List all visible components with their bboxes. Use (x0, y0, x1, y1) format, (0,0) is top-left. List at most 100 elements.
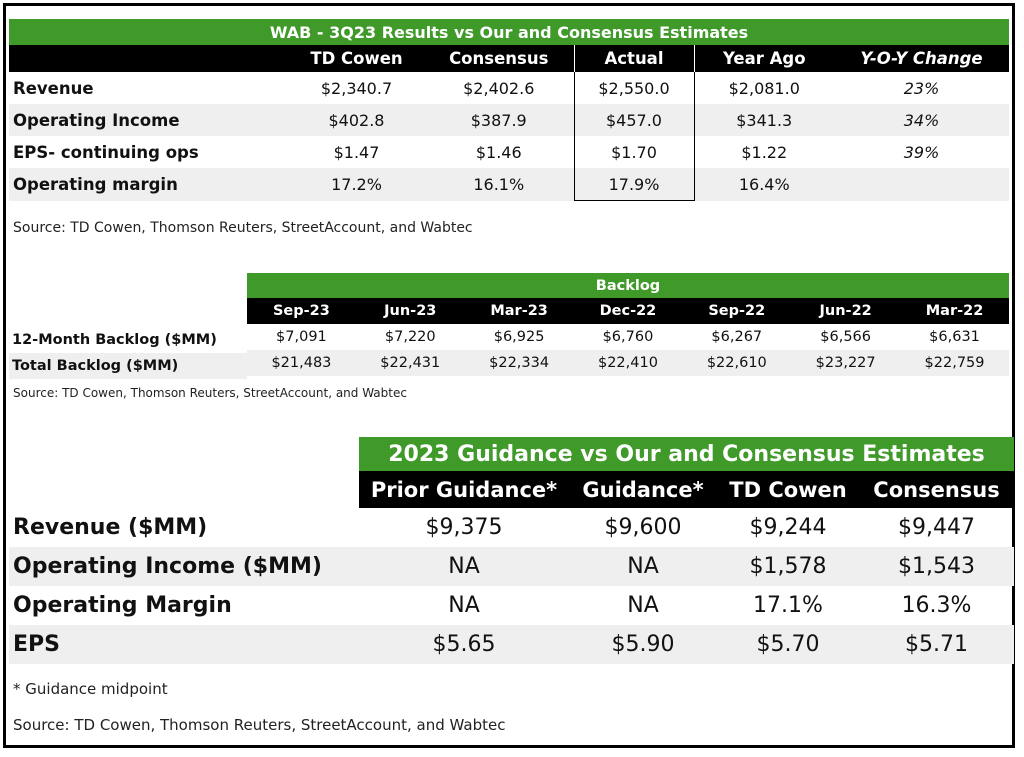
col-header: Jun-22 (819, 303, 872, 319)
backlog-source: Source: TD Cowen, Thomson Reuters, Stree… (13, 386, 407, 400)
table-cell: 17.9% (573, 168, 695, 201)
table-cell: $5.90 (611, 632, 675, 657)
backlog-table-title: Backlog (247, 273, 1009, 298)
results-table-title: WAB - 3Q23 Results vs Our and Consensus … (9, 19, 1010, 45)
col-header: Guidance* (569, 471, 717, 508)
table-row: $21,483 $22,431 $22,334 $22,410 $22,610 … (247, 350, 1009, 376)
row-label: Revenue (13, 78, 94, 98)
guidance-table-title: 2023 Guidance vs Our and Consensus Estim… (359, 437, 1015, 471)
table-cell: 17.2% (331, 174, 382, 194)
table-row: Operating Margin NA NA 17.1% 16.3% (9, 586, 1014, 625)
table-cell: $22,759 (924, 355, 985, 371)
results-source: Source: TD Cowen, Thomson Reuters, Stree… (13, 220, 473, 236)
table-cell: 34% (903, 110, 940, 130)
table-cell: $22,610 (706, 355, 767, 371)
table-cell: $22,410 (597, 355, 658, 371)
table-cell: $2,550.0 (573, 72, 695, 104)
guidance-table-header: Prior Guidance* Guidance* TD Cowen Conse… (9, 471, 1015, 508)
table-cell: $9,244 (749, 515, 827, 540)
col-header: Sep-23 (272, 303, 330, 319)
table-cell: $9,600 (604, 515, 682, 540)
col-header: Consensus (449, 49, 549, 68)
table-cell: 39% (903, 142, 940, 162)
table-cell: $341.3 (736, 110, 793, 130)
row-label: Operating Income ($MM) (13, 554, 322, 579)
col-header: Actual (573, 45, 695, 72)
col-header: Y-O-Y Change (860, 49, 983, 68)
table-cell: 16.4% (738, 174, 790, 194)
table-cell: $6,631 (929, 329, 980, 345)
table-cell: 16.1% (473, 174, 525, 194)
table-cell: $6,760 (602, 329, 654, 345)
table-cell: $7,220 (384, 329, 436, 345)
table-cell: $7,091 (276, 329, 327, 345)
table-cell: $5.71 (905, 632, 968, 657)
table-cell: $5.70 (756, 632, 820, 657)
guidance-footnote: * Guidance midpoint (13, 680, 168, 698)
results-table-header: TD Cowen Consensus Actual Year Ago Y-O-Y… (9, 45, 1010, 72)
col-header: Jun-23 (384, 303, 437, 319)
table-cell: $1.22 (741, 142, 788, 162)
table-cell: $457.0 (573, 104, 695, 136)
backlog-table: Backlog Sep-23 Jun-23 Mar-23 Dec-22 Sep-… (247, 273, 1009, 376)
table-cell: $1.70 (573, 136, 695, 168)
table-cell: $1.47 (333, 142, 380, 162)
row-label: Total Backlog ($MM) (9, 353, 247, 379)
col-header: TD Cowen (310, 49, 403, 68)
row-label: Operating Income (13, 110, 180, 130)
table-cell (834, 168, 1009, 201)
row-label: 12-Month Backlog ($MM) (12, 332, 217, 348)
table-cell: $402.8 (328, 110, 385, 130)
table-cell: $22,334 (489, 355, 550, 371)
table-row: Operating Income $402.8 $387.9 $457.0 $3… (9, 104, 1010, 136)
table-cell: $1.46 (475, 142, 522, 162)
table-cell: $9,447 (898, 515, 975, 540)
table-cell: 17.1% (753, 593, 823, 618)
table-cell: NA (627, 593, 659, 618)
table-cell: NA (448, 593, 480, 618)
guidance-table: 2023 Guidance vs Our and Consensus Estim… (9, 437, 1015, 664)
table-cell: $23,227 (815, 355, 876, 371)
table-cell: $5.65 (432, 632, 496, 657)
table-cell: $21,483 (271, 355, 332, 371)
results-table: WAB - 3Q23 Results vs Our and Consensus … (9, 19, 1010, 201)
table-cell: $6,925 (493, 329, 545, 345)
col-header: Mar-22 (925, 303, 984, 319)
col-header: Sep-22 (708, 303, 766, 319)
col-header: Mar-23 (490, 303, 548, 319)
row-label: Operating margin (13, 174, 178, 194)
guidance-source: Source: TD Cowen, Thomson Reuters, Stree… (13, 716, 506, 734)
table-row: $7,091 $7,220 $6,925 $6,760 $6,267 $6,56… (247, 324, 1009, 350)
table-cell: $6,267 (711, 329, 763, 345)
backlog-row-labels: 12-Month Backlog ($MM) Total Backlog ($M… (9, 327, 247, 379)
col-header: Prior Guidance* (359, 471, 569, 508)
table-cell: $1,578 (749, 554, 827, 579)
row-label: Operating Margin (13, 593, 232, 618)
table-row: Operating margin 17.2% 16.1% 17.9% 16.4% (9, 168, 1010, 201)
table-cell: $22,431 (380, 355, 441, 371)
table-row: Revenue $2,340.7 $2,402.6 $2,550.0 $2,08… (9, 72, 1009, 104)
row-label: Revenue ($MM) (13, 515, 208, 540)
table-cell: $2,402.6 (463, 78, 535, 98)
col-header: TD Cowen (717, 471, 859, 508)
table-cell: NA (448, 554, 480, 579)
table-cell: $387.9 (470, 110, 527, 130)
col-header: Consensus (859, 471, 1015, 508)
table-cell: NA (627, 554, 659, 579)
table-cell: 16.3% (901, 593, 972, 618)
table-cell: $6,566 (820, 329, 872, 345)
table-cell: $9,375 (425, 515, 503, 540)
table-cell: $1,543 (898, 554, 975, 579)
col-header: Year Ago (722, 49, 806, 68)
col-header: Dec-22 (599, 303, 657, 319)
table-row: EPS- continuing ops $1.47 $1.46 $1.70 $1… (9, 136, 1009, 168)
table-cell: $2,081.0 (728, 78, 800, 98)
row-label: EPS- continuing ops (13, 142, 199, 162)
backlog-table-header: Sep-23 Jun-23 Mar-23 Dec-22 Sep-22 Jun-2… (247, 298, 1009, 324)
table-cell: 23% (903, 78, 940, 98)
table-row: Revenue ($MM) $9,375 $9,600 $9,244 $9,44… (9, 508, 1014, 547)
table-row: Operating Income ($MM) NA NA $1,578 $1,5… (9, 547, 1015, 586)
table-cell: $2,340.7 (320, 78, 393, 98)
table-row: EPS $5.65 $5.90 $5.70 $5.71 (9, 625, 1015, 664)
row-label: EPS (13, 632, 60, 657)
